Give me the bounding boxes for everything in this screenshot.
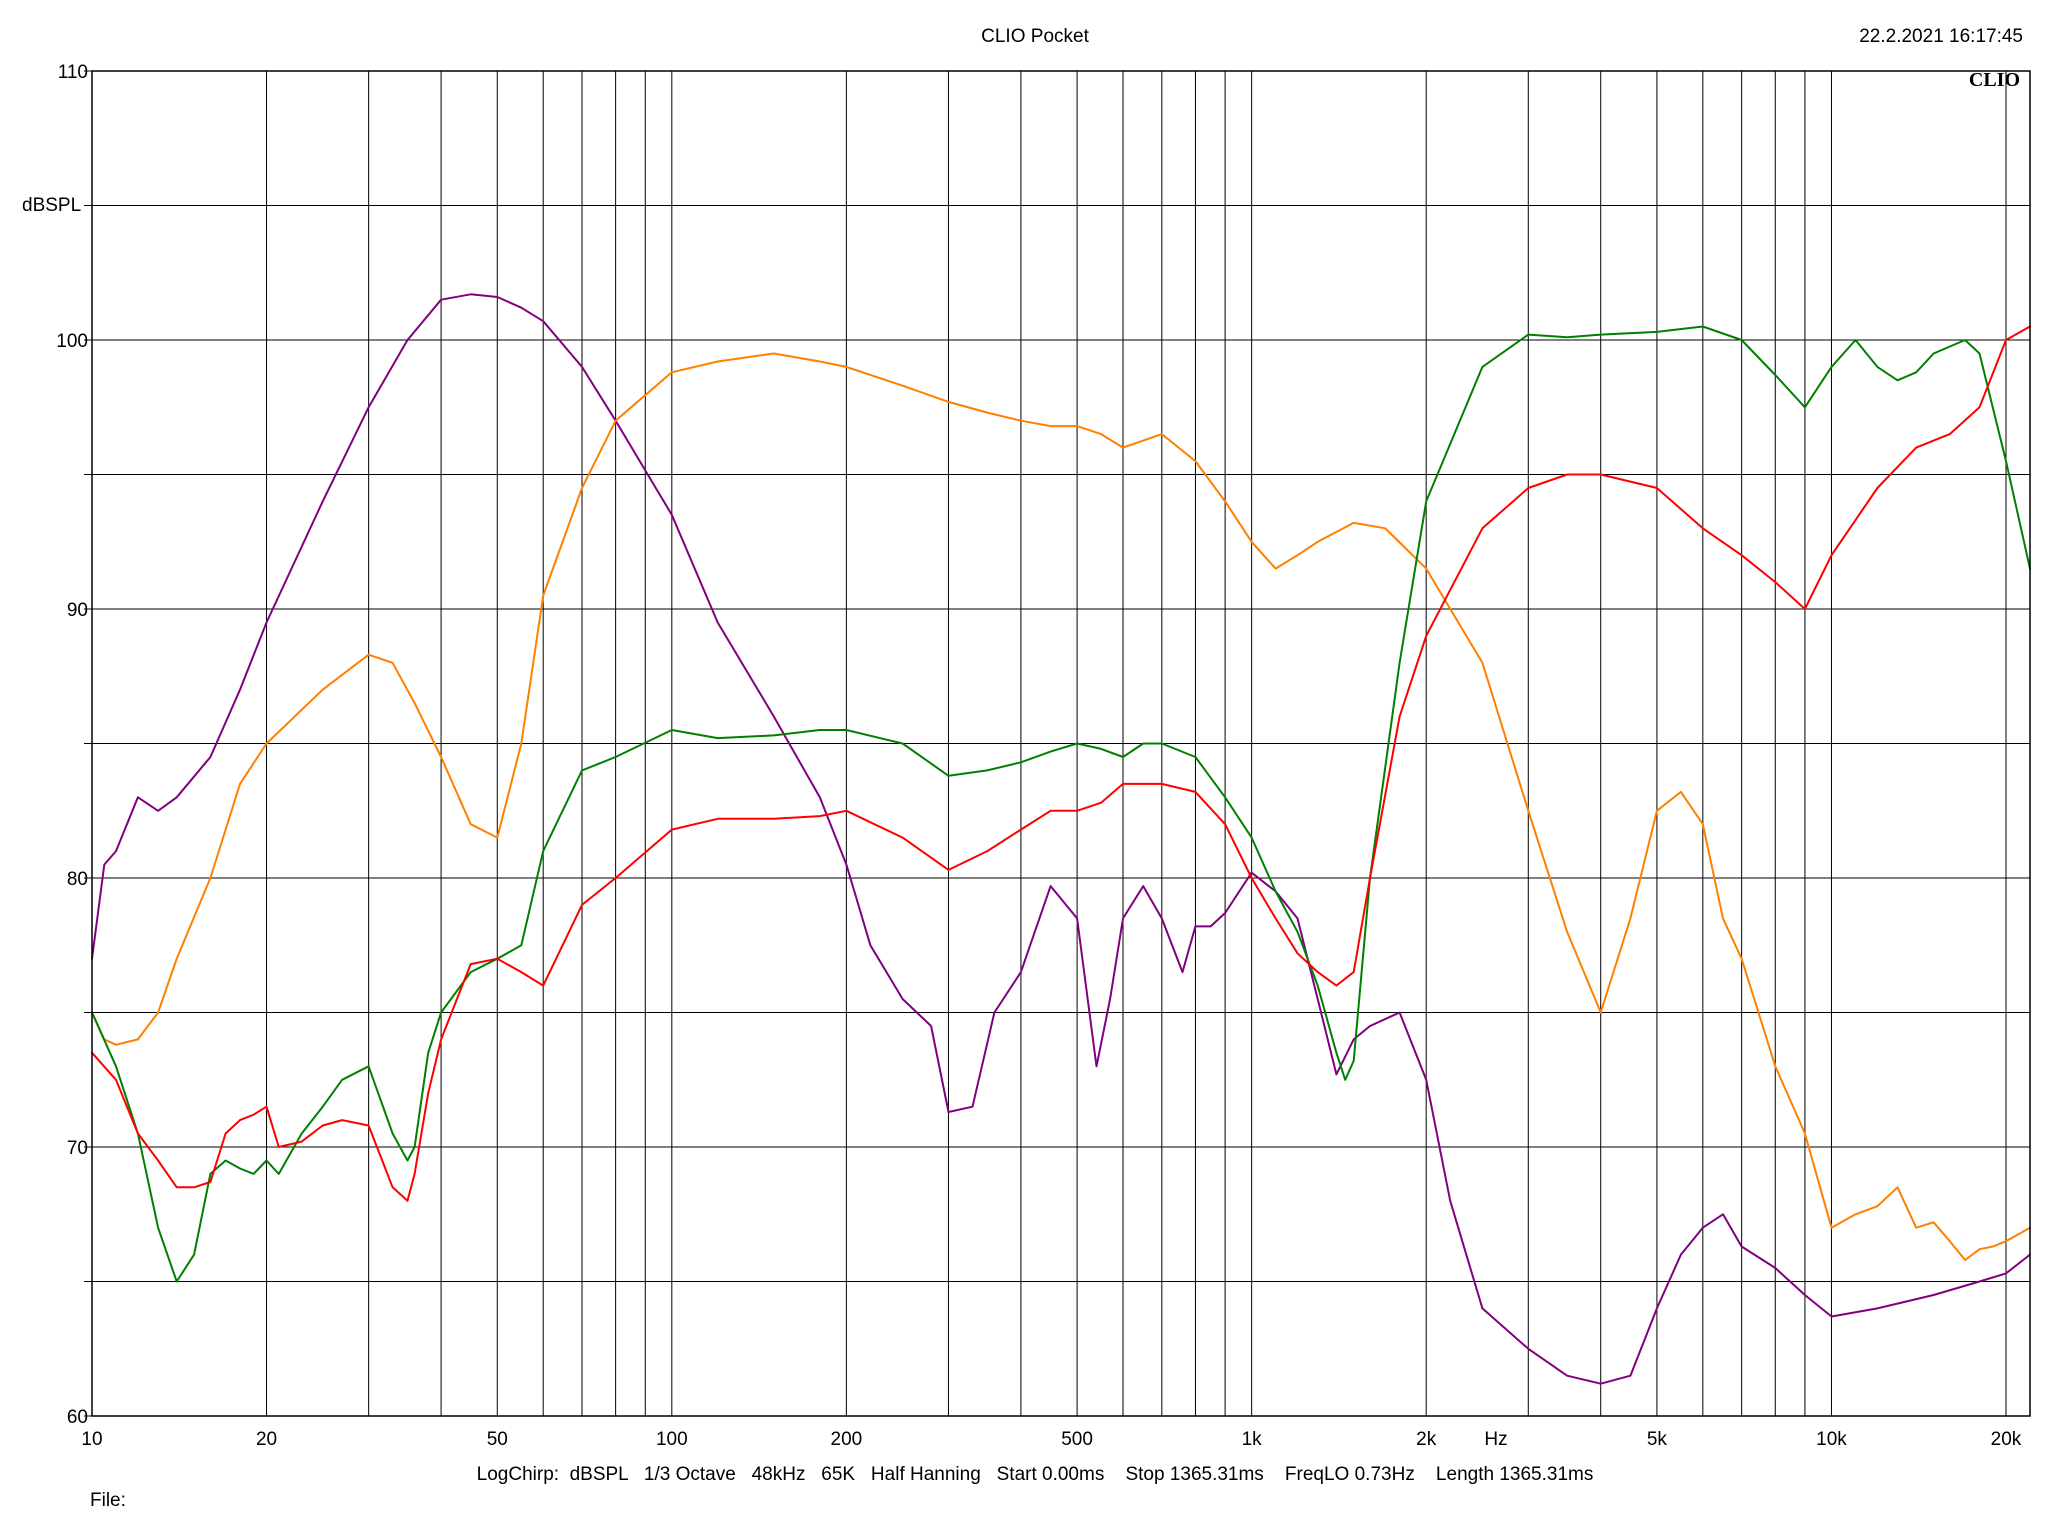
- series-line: [91, 325, 2031, 1283]
- x-tick-label: 200: [831, 1429, 863, 1450]
- measurement-settings: LogChirp: dBSPL 1/3 Octave 48kHz 65K Hal…: [477, 1464, 1594, 1485]
- series-line: [91, 352, 2031, 1261]
- series-line: [91, 325, 2031, 1202]
- x-axis-label: Hz: [1484, 1429, 1507, 1450]
- y-axis-label: dBSPL: [22, 195, 81, 216]
- tick-labels: 60 70 80 90 100 110 10 20 50 100 200 500 1k 2k 5k 10k 20…: [56, 62, 2022, 1450]
- clio-logo: CLIO: [1969, 69, 2020, 91]
- series-lines: [91, 293, 2031, 1385]
- x-tick-label: 1k: [1242, 1429, 1263, 1450]
- x-tick-label: 20k: [1991, 1429, 2022, 1450]
- timestamp: 22.2.2021 16:17:45: [1859, 26, 2023, 47]
- x-tick-label: 20: [256, 1429, 277, 1450]
- y-tick-label: 80: [67, 869, 88, 890]
- series-line: [91, 293, 2031, 1385]
- chart-title: CLIO Pocket: [981, 26, 1089, 47]
- x-tick-label: 5k: [1647, 1429, 1668, 1450]
- grid: [84, 70, 2030, 1417]
- y-tick-label: 60: [67, 1407, 88, 1428]
- x-tick-label: 50: [487, 1429, 508, 1450]
- y-tick-label: 110: [58, 62, 88, 83]
- x-tick-label: 10k: [1816, 1429, 1847, 1450]
- y-tick-label: 90: [67, 600, 88, 621]
- plot-frame: [91, 70, 2031, 1417]
- x-tick-label: 10: [81, 1429, 102, 1450]
- x-tick-label: 2k: [1416, 1429, 1437, 1450]
- x-tick-label: 500: [1061, 1429, 1093, 1450]
- y-tick-label: 70: [67, 1138, 88, 1159]
- x-tick-label: 100: [656, 1429, 688, 1450]
- file-label: File:: [90, 1490, 126, 1511]
- y-tick-label: 100: [56, 331, 88, 352]
